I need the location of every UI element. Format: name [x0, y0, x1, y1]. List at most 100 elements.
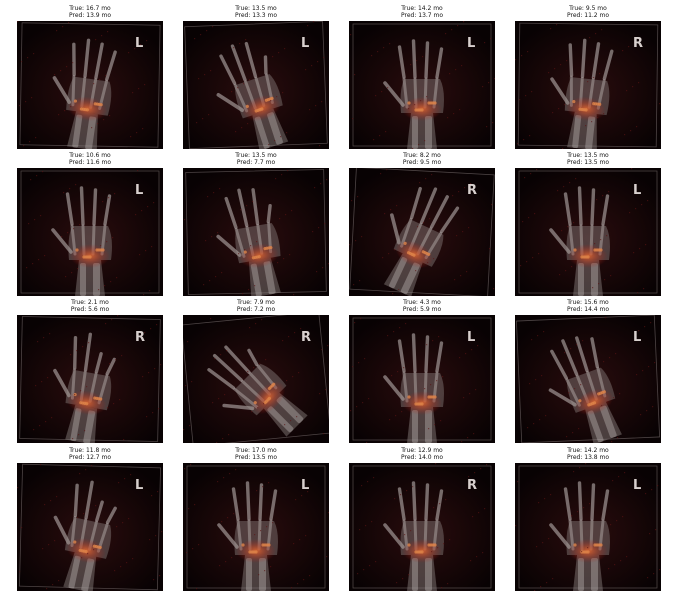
hand-xray-drawing: L: [515, 315, 661, 443]
pred-age-label: Pred: 14.0 mo: [400, 453, 444, 461]
hand-xray-image: R: [183, 315, 329, 443]
film-edge: [186, 465, 326, 589]
hand-xray-drawing: L: [17, 463, 163, 591]
side-marker-glyph: R: [301, 330, 311, 345]
panel-caption: True: 9.5 mo Pred: 11.2 mo: [515, 5, 661, 20]
xray-panel: True: 7.9 mo Pred: 7.2 mo R: [183, 299, 329, 443]
hand-xray-drawing: R: [515, 21, 661, 149]
side-marker-glyph: L: [301, 36, 309, 51]
hand-xray-image: L: [17, 21, 163, 149]
panel-caption: True: 4.3 mo Pred: 5.9 mo: [349, 299, 495, 314]
xray-panel: True: 9.5 mo Pred: 11.2 mo R: [515, 5, 661, 149]
true-age-label: True: 11.8 mo: [69, 447, 111, 454]
side-marker-glyph: R: [467, 478, 477, 493]
hand-xray-image: L: [515, 463, 661, 591]
film-edge: [185, 169, 327, 295]
film-edge: [352, 23, 492, 147]
hand-silhouette: [51, 186, 112, 296]
xray-panel: True: 15.6 mo Pred: 14.4 mo L: [515, 299, 661, 443]
hand-xray-image: R: [17, 315, 163, 443]
side-marker-glyph: L: [467, 36, 475, 51]
true-age-label: True: 4.3 mo: [403, 299, 441, 306]
pred-age-label: Pred: 13.8 mo: [566, 453, 610, 461]
hand-silhouette: [216, 41, 289, 149]
side-marker-glyph: R: [633, 36, 643, 51]
pred-age-label: Pred: 14.4 mo: [566, 305, 610, 313]
panel-caption: True: 16.7 mo Pred: 13.9 mo: [17, 5, 163, 20]
panel-caption: True: 17.0 mo Pred: 13.5 mo: [183, 447, 329, 462]
film-edge: [20, 170, 160, 294]
true-age-label: True: 13.5 mo: [567, 152, 609, 159]
true-age-label: True: 14.2 mo: [401, 5, 443, 12]
true-age-label: True: 8.2 mo: [403, 152, 441, 159]
hand-xray-image: L: [183, 21, 329, 149]
hand-silhouette: [53, 480, 117, 591]
pred-age-label: Pred: 11.6 mo: [68, 158, 112, 166]
side-marker-glyph: L: [633, 478, 641, 493]
pred-age-label: Pred: 9.5 mo: [402, 158, 442, 166]
true-age-label: True: 13.5 mo: [235, 5, 277, 12]
hand-silhouette: [549, 481, 610, 591]
film-edge: [518, 465, 658, 589]
panel-caption: True: 15.6 mo Pred: 14.4 mo: [515, 299, 661, 314]
true-age-label: True: 16.7 mo: [69, 5, 111, 12]
true-age-label: True: 7.9 mo: [237, 299, 275, 306]
hand-silhouette: [53, 332, 117, 443]
panel-caption: True: 2.1 mo Pred: 5.6 mo: [17, 299, 163, 314]
panel-caption: True: 13.5 mo Pred: 13.3 mo: [183, 5, 329, 20]
hand-silhouette: [383, 39, 444, 149]
hand-xray-drawing: [183, 168, 329, 296]
pred-age-label: Pred: 7.2 mo: [236, 305, 276, 313]
hand-xray-image: R: [349, 168, 495, 296]
side-marker-glyph: R: [467, 183, 477, 198]
xray-panel: True: 8.2 mo Pred: 9.5 mo R: [349, 152, 495, 296]
hand-xray-image: L: [349, 21, 495, 149]
pred-age-label: Pred: 13.7 mo: [400, 11, 444, 19]
film-edge: [515, 315, 661, 443]
true-age-label: True: 17.0 mo: [235, 447, 277, 454]
film-edge: [349, 168, 495, 296]
xray-panel: True: 4.3 mo Pred: 5.9 mo L: [349, 299, 495, 443]
xray-panel: True: 17.0 mo Pred: 13.5 mo L: [183, 447, 329, 591]
xray-background: [183, 463, 329, 591]
hand-silhouette: [548, 336, 622, 443]
panel-caption: True: 8.2 mo Pred: 9.5 mo: [349, 152, 495, 167]
hand-xray-image: L: [515, 168, 661, 296]
hand-xray-drawing: R: [17, 315, 163, 443]
xray-background: [349, 168, 495, 296]
xray-background: [515, 21, 661, 149]
hand-xray-drawing: L: [183, 21, 329, 149]
hand-xray-drawing: R: [349, 463, 495, 591]
xray-panel: True: 13.5 mo Pred: 13.5 mo L: [515, 152, 661, 296]
side-marker-glyph: L: [467, 330, 475, 345]
film-edge: [183, 315, 329, 443]
true-age-label: True: 13.5 mo: [235, 152, 277, 159]
xray-background: [183, 21, 329, 149]
hand-xray-drawing: L: [349, 315, 495, 443]
side-marker-glyph: L: [633, 330, 641, 345]
xray-panel: True: 10.6 mo Pred: 11.6 mo L: [17, 152, 163, 296]
hand-xray-image: L: [183, 463, 329, 591]
xray-background: [183, 168, 329, 296]
xray-panel: True: 14.2 mo Pred: 13.8 mo L: [515, 447, 661, 591]
true-age-label: True: 10.6 mo: [69, 152, 111, 159]
hand-xray-image: L: [515, 315, 661, 443]
film-edge: [19, 22, 161, 148]
hand-silhouette: [217, 481, 278, 591]
hand-xray-image: L: [17, 463, 163, 591]
xray-background: [349, 463, 495, 591]
film-edge: [19, 316, 161, 442]
hand-xray-drawing: L: [183, 463, 329, 591]
hand-xray-image: R: [515, 21, 661, 149]
panel-caption: True: 7.9 mo Pred: 7.2 mo: [183, 299, 329, 314]
xray-panel: True: 13.5 mo Pred: 13.3 mo L: [183, 5, 329, 149]
film-edge: [518, 170, 658, 294]
xray-background: [349, 21, 495, 149]
true-age-label: True: 15.6 mo: [567, 299, 609, 306]
hand-silhouette: [383, 481, 444, 591]
panel-caption: True: 14.2 mo Pred: 13.8 mo: [515, 447, 661, 462]
xray-background: [17, 168, 163, 296]
film-edge: [517, 22, 659, 148]
hand-xray-drawing: L: [515, 463, 661, 591]
